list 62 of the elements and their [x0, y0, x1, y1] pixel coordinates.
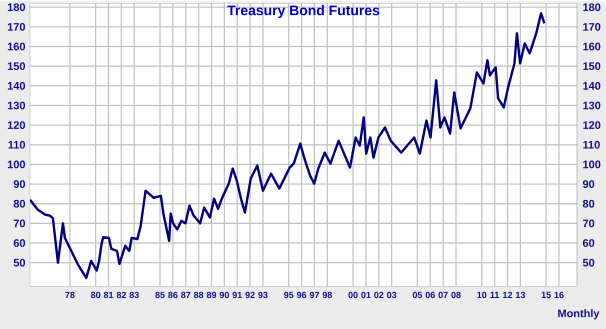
x-tick-label: 80 [90, 292, 100, 298]
y-tick-label: 50 [14, 258, 26, 266]
y-tick-label: 70 [14, 219, 26, 228]
y2-tick-label: 100 [583, 160, 600, 168]
x-tick-label: 10 [477, 292, 486, 298]
x-tick-label: 97 [310, 292, 320, 298]
y-tick-label: 60 [14, 239, 26, 247]
y2-tick-label: 180 [583, 3, 600, 11]
x-tick-label: 08 [451, 292, 461, 298]
x-tick-label: 88 [194, 292, 204, 298]
x-tick-label: 85 [155, 292, 165, 298]
y2-tick-label: 140 [583, 82, 600, 90]
y2-tick-label: 120 [583, 121, 600, 129]
x-tick-label: 90 [220, 292, 229, 298]
x-tick-label: 96 [296, 292, 306, 298]
y2-tick-label: 150 [583, 62, 600, 70]
x-tick-label: 95 [284, 292, 294, 298]
y2-tick-label: 50 [582, 258, 594, 266]
x-tick-label: 05 [412, 292, 422, 298]
x-tick-label: 93 [258, 292, 268, 298]
y-tick-label: 130 [8, 101, 26, 110]
x-tick-label: 15 [542, 292, 551, 298]
y-tick-label: 160 [8, 42, 26, 50]
y-tick-label: 120 [8, 121, 26, 129]
y-tick-label: 180 [8, 3, 26, 11]
x-tick-label: 06 [426, 292, 435, 298]
x-tick-label: 12 [503, 292, 512, 298]
y-tick-label: 90 [14, 180, 26, 188]
x-tick-label: 07 [438, 292, 448, 298]
x-tick-label: 87 [181, 292, 190, 298]
text: Monthly [558, 309, 600, 320]
x-tick-label: 98 [322, 292, 332, 298]
x-tick-label: 13 [516, 292, 526, 298]
y2-tick-label: 160 [583, 42, 600, 50]
y2-tick-label: 60 [582, 239, 594, 247]
y-tick-label: 80 [14, 200, 26, 208]
x-tick-label: 81 [104, 292, 114, 298]
y2-tick-label: 130 [583, 101, 600, 110]
y-tick-label: 150 [8, 62, 26, 70]
x-tick-label: 89 [206, 292, 216, 298]
x-tick-label: 83 [130, 292, 139, 298]
y-tick-label: 170 [8, 22, 26, 31]
x-tick-label: 92 [245, 292, 255, 298]
y2-tick-label: 80 [582, 200, 594, 208]
x-tick-label: 01 [361, 292, 371, 298]
y-tick-label: 110 [8, 140, 26, 149]
chart-title: Treasury Bond Futures [227, 4, 380, 18]
y-tick-label: 100 [8, 160, 26, 168]
x-tick-label: 03 [387, 292, 396, 298]
y2-tick-label: 90 [582, 180, 594, 188]
x-tick-label: 16 [554, 292, 564, 298]
y2-tick-label: 110 [583, 140, 600, 149]
y2-tick-label: 70 [583, 219, 594, 228]
x-tick-label: 11 [490, 292, 500, 298]
x-tick-label: 91 [232, 292, 242, 298]
x-tick-label: 86 [168, 292, 178, 298]
x-tick-label: 78 [65, 292, 75, 298]
y-tick-label: 140 [8, 82, 26, 90]
y2-tick-label: 170 [583, 22, 600, 31]
x-tick-label: 02 [374, 292, 384, 298]
x-tick-label: 00 [348, 292, 358, 298]
x-tick-label: 82 [116, 292, 126, 298]
